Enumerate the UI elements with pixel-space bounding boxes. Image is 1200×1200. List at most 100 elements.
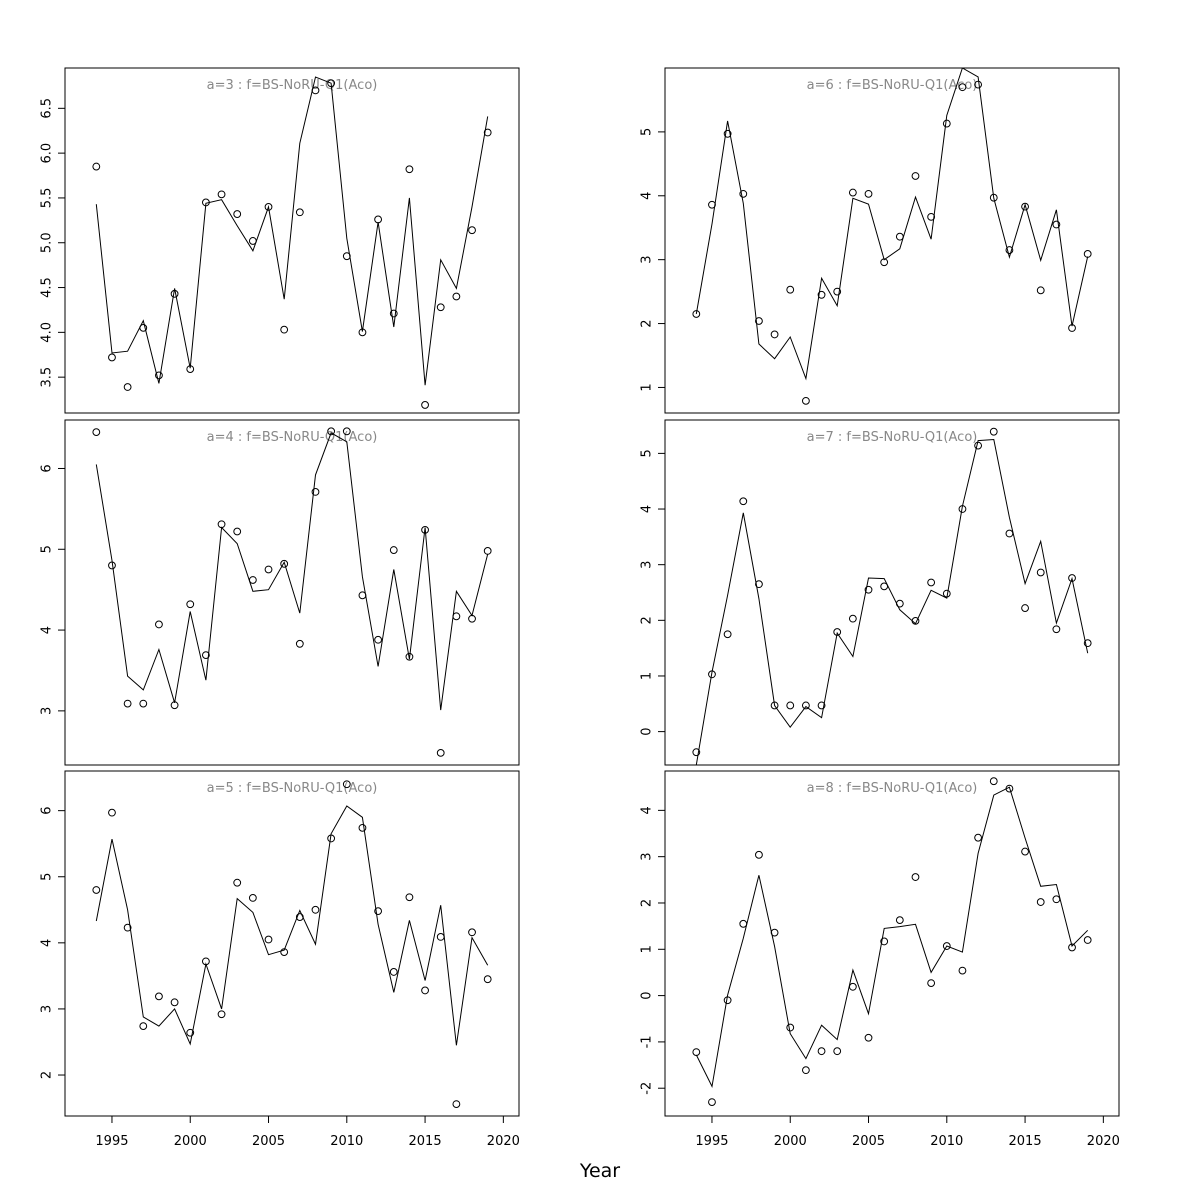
panel-5-observed-point	[1052, 625, 1061, 634]
panel-3-observed-point	[186, 1028, 195, 1037]
panel-4-observed-point	[1052, 220, 1061, 229]
panel-5-observed-point	[801, 701, 810, 710]
panel-5-observed-point	[989, 427, 998, 436]
panel-2-observed-point	[327, 427, 336, 436]
panel-2-observed-point	[201, 651, 210, 660]
panel-2-observed-point	[483, 546, 492, 555]
panel-5-observed-point	[1005, 529, 1014, 538]
panel-1-observed-point	[358, 328, 367, 337]
panel-1-observed-point	[92, 162, 101, 171]
panel-6-xtick-label: 2000	[774, 1134, 807, 1149]
panel-1-observed-point	[217, 190, 226, 199]
panel-4-observed-point	[942, 119, 951, 128]
panel-4-ytick-label: 4	[640, 192, 655, 200]
panel-1-observed-point	[280, 325, 289, 334]
panel-5-observed-point	[1083, 639, 1092, 648]
panel-3-observed-point	[280, 948, 289, 956]
panel-5-observed-point	[1068, 574, 1076, 582]
panel-5-observed-point	[911, 616, 920, 625]
panel-2-observed-point	[311, 488, 320, 496]
panel-3-observed-point	[92, 886, 101, 894]
panel-6-xtick-label: 2005	[852, 1134, 885, 1149]
panel-4-observed-point	[958, 83, 967, 92]
panel-3-observed-point	[311, 905, 320, 914]
panel-5-observed-point	[848, 614, 857, 623]
panel-3-observed-point	[436, 932, 445, 941]
panel-3-observed-point	[421, 986, 429, 995]
panel-1-observed-point	[295, 208, 304, 217]
panel-2-observed-point	[186, 600, 195, 609]
panel-3-observed-point	[217, 1010, 226, 1019]
panel-6-xtick-label: 1995	[695, 1134, 728, 1149]
panel-5-frame	[664, 419, 1120, 766]
panel-4-observed-point	[801, 396, 810, 405]
panel-4-observed-point	[974, 80, 983, 89]
panel-5-observed-point	[723, 630, 732, 639]
panel-4-title: a=6 : f=BS-NoRU-Q1(Aco)	[807, 78, 978, 93]
panel-2-observed-point	[280, 559, 289, 568]
panel-4-observed-point	[911, 172, 920, 180]
panel-4-observed-point	[770, 330, 779, 339]
panel-5-observed-point	[880, 582, 889, 591]
panel-1-ytick-label: 3.5	[40, 367, 55, 388]
panel-1-ytick-label: 6.5	[40, 98, 55, 119]
panel-3-xtick-label: 2010	[330, 1134, 363, 1149]
panel-3-observed-point	[327, 834, 336, 843]
panel-4-observed-point	[848, 188, 857, 197]
panel-3-ytick-label: 2	[40, 1071, 55, 1079]
panel-4-ytick-label: 1	[640, 383, 655, 391]
panel-2-observed-point	[108, 561, 116, 570]
panel-5-observed-point	[958, 505, 967, 513]
panel-1-observed-point	[374, 215, 383, 224]
panel-2-observed-point	[468, 614, 476, 623]
panel-3-observed-point	[170, 998, 179, 1007]
panel-6-observed-point	[927, 979, 936, 987]
panel-5-observed-point	[770, 701, 779, 710]
panel-5-title: a=7 : f=BS-NoRU-Q1(Aco)	[807, 430, 978, 445]
panel-3-observed-point	[295, 913, 304, 921]
panel-5-ytick-label: 2	[640, 616, 655, 624]
panel-3-observed-point	[342, 780, 351, 789]
panel-6-xtick-label: 2010	[930, 1134, 963, 1149]
panel-5-observed-point	[817, 701, 826, 710]
panel-3-fitted-line	[95, 805, 489, 1046]
panel-2-observed-point	[452, 612, 461, 621]
panel-1-ytick-label: 6.0	[40, 143, 55, 164]
panel-4-ytick-label: 2	[640, 319, 655, 327]
panel-2-observed-point	[92, 428, 101, 437]
panel-2-fitted-line	[95, 432, 489, 711]
panel-1-title: a=3 : f=BS-NoRU-Q1(Aco)	[207, 78, 378, 93]
panel-1-observed-point	[483, 128, 492, 137]
panel-5-ytick-label: 4	[640, 505, 655, 513]
panel-3-observed-point	[248, 893, 257, 902]
panel-1-observed-point	[155, 371, 163, 380]
panel-6-observed-point	[692, 1048, 701, 1056]
panel-2-observed-point	[248, 576, 257, 584]
panel-4-observed-point	[880, 258, 889, 267]
panel-2-observed-point	[436, 748, 445, 757]
panel-2-observed-point	[217, 520, 226, 529]
panel-1-observed-point	[405, 165, 414, 174]
panel-4-frame	[664, 67, 1120, 414]
panel-3-xtick-label: 1995	[95, 1134, 128, 1149]
panel-3-ytick-label: 6	[40, 807, 55, 815]
panel-4-observed-point	[989, 193, 998, 202]
panel-6-observed-point	[911, 873, 920, 881]
panel-5-observed-point	[692, 748, 701, 757]
panel-3-observed-point	[374, 907, 383, 916]
panel-3-observed-point	[468, 928, 476, 937]
panel-1-fitted-line	[95, 76, 489, 386]
panel-6-ytick-label: -2	[640, 1082, 655, 1095]
panel-2-ytick-label: 3	[40, 707, 55, 715]
panel-4-observed-point	[786, 285, 795, 294]
panel-1-observed-point	[139, 323, 148, 332]
panel-6-xtick-label: 2020	[1087, 1134, 1120, 1149]
panel-4-observed-point	[692, 310, 701, 318]
panel-2-ytick-label: 4	[40, 626, 55, 634]
panel-4-observed-point	[1036, 286, 1045, 295]
panel-6-observed-point	[786, 1023, 795, 1032]
panel-2-frame	[64, 419, 520, 766]
panel-2-observed-point	[170, 701, 179, 710]
panel-6-observed-point	[895, 916, 904, 925]
